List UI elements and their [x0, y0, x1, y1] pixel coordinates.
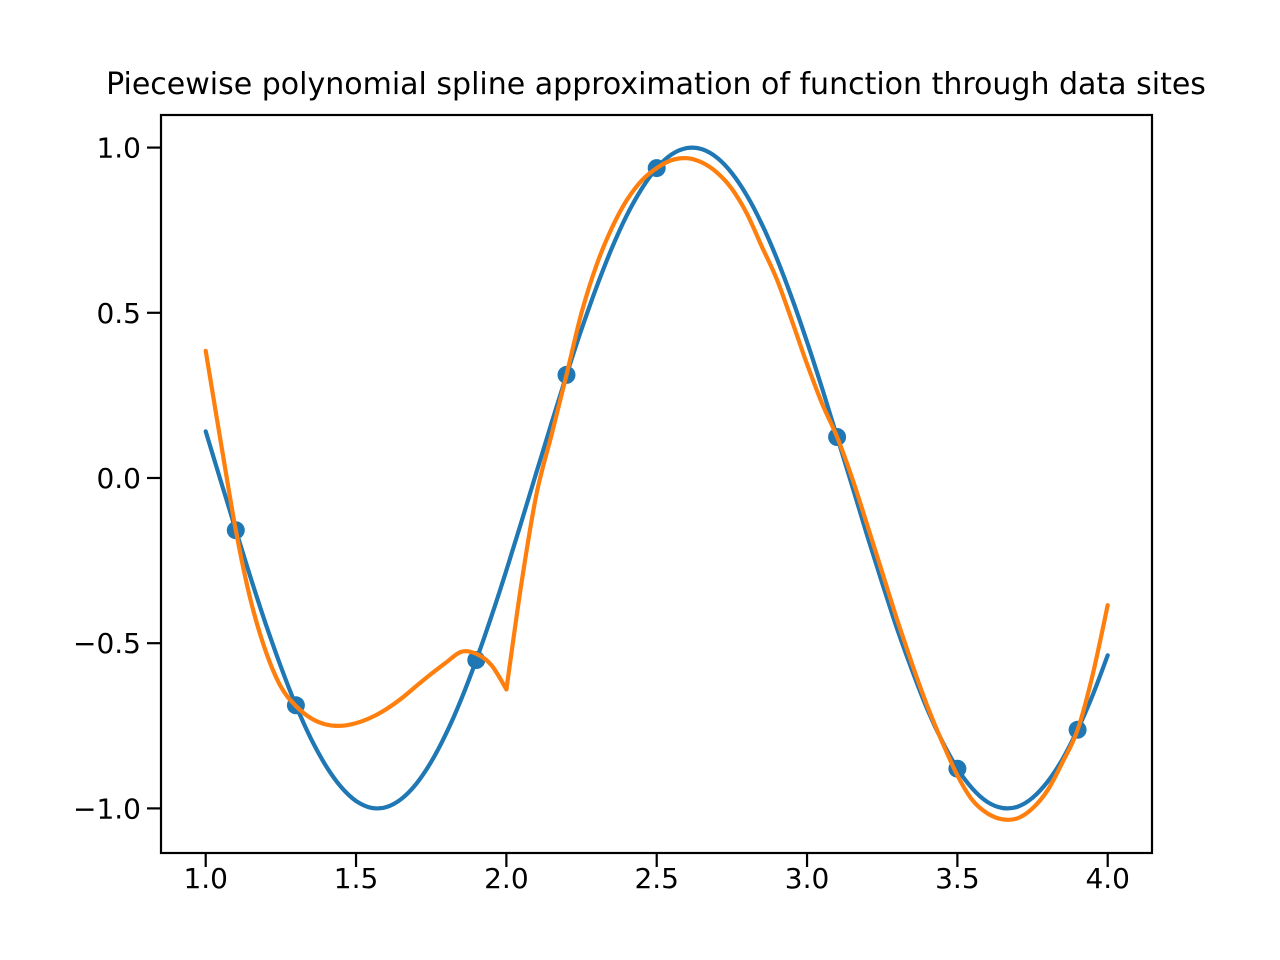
x-tick-label: 2.0 — [484, 862, 529, 895]
x-tick-label: 1.0 — [183, 862, 228, 895]
plot-area — [203, 145, 1110, 822]
x-tick-label: 2.5 — [634, 862, 679, 895]
y-tick-label: −1.0 — [73, 792, 141, 825]
true-function-curve — [203, 145, 1110, 811]
plot-border — [159, 113, 1154, 855]
spline-curve-segment — [203, 348, 509, 728]
x-tick-label: 4.0 — [1085, 862, 1130, 895]
y-tick-label: 0.0 — [96, 462, 141, 495]
axes-frame: 1.0 1.5 2.0 2.5 3.0 3.5 4.0 1.0 0.5 0.0 −0.5 −1.0 — [73, 113, 1154, 895]
chart-title: Piecewise polynomial spline approximatio… — [106, 67, 1206, 102]
x-tick-label: 1.5 — [334, 862, 379, 895]
x-tick-label: 3.0 — [785, 862, 830, 895]
x-tick-label: 3.5 — [935, 862, 980, 895]
spline-curve-segment — [504, 156, 1110, 822]
y-tick-label: 1.0 — [96, 132, 141, 165]
y-tick-label: 0.5 — [96, 297, 141, 330]
y-tick-label: −0.5 — [73, 627, 141, 660]
